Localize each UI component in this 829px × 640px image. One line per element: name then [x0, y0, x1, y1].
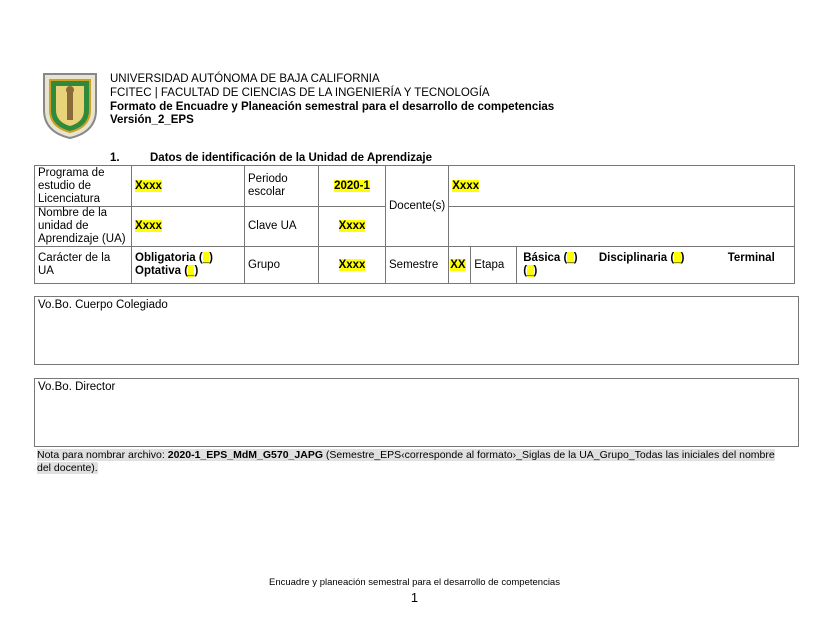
- university-name: UNIVERSIDAD AUTÓNOMA DE BAJA CALIFORNIA: [110, 73, 380, 85]
- caracter-options: Obligatoria (_) Optativa (_): [131, 246, 245, 284]
- grupo-label: Grupo: [244, 246, 319, 284]
- vobo-cuerpo-label: Vo.Bo. Cuerpo Colegiado: [38, 299, 168, 311]
- etapa-options: Básica (_) Disciplinaria (_) Terminal (_…: [516, 246, 795, 284]
- faculty-name: FCITEC | FACULTAD DE CIENCIAS DE LA INGE…: [110, 87, 490, 99]
- nombre-value: Xxxx: [135, 220, 162, 232]
- document-title: Formato de Encuadre y Planeación semestr…: [110, 101, 555, 113]
- periodo-label: Periodo escolar: [244, 165, 319, 207]
- programa-value: Xxxx: [135, 179, 162, 192]
- vobo-director-label: Vo.Bo. Director: [38, 381, 116, 393]
- page-number: 1: [410, 590, 419, 605]
- identification-table: Programa de estudio de Licenciatura Xxxx…: [34, 165, 795, 284]
- semestre-label: Semestre: [384, 246, 450, 284]
- docente-value: Xxxx: [452, 179, 480, 192]
- programa-label: Programa de estudio de Licenciatura: [34, 165, 132, 207]
- docente-empty-cell: [448, 206, 795, 247]
- section-title: Datos de identificación de la Unidad de …: [150, 152, 433, 164]
- clave-value: Xxxx: [338, 220, 366, 232]
- footer-text: Encuadre y planeación semestral para el …: [269, 577, 560, 588]
- docente-label: Docente(s): [384, 165, 450, 247]
- file-naming-note: Nota para nombrar archivo: 2020-1_EPS_Md…: [37, 449, 775, 474]
- document-version: Versión_2_EPS: [110, 114, 194, 126]
- caracter-label: Carácter de la UA: [34, 246, 132, 284]
- university-logo: [43, 73, 97, 140]
- periodo-value: 2020-1: [334, 179, 370, 192]
- vobo-cuerpo-box: Vo.Bo. Cuerpo Colegiado: [34, 296, 799, 365]
- nombre-label: Nombre de la unidad de Aprendizaje (UA): [34, 206, 132, 247]
- section-number: 1.: [110, 152, 120, 164]
- grupo-value: Xxxx: [338, 258, 366, 271]
- vobo-director-box: Vo.Bo. Director: [34, 378, 799, 447]
- semestre-value: XX: [450, 258, 466, 271]
- etapa-label: Etapa: [470, 246, 518, 284]
- clave-label: Clave UA: [244, 206, 319, 247]
